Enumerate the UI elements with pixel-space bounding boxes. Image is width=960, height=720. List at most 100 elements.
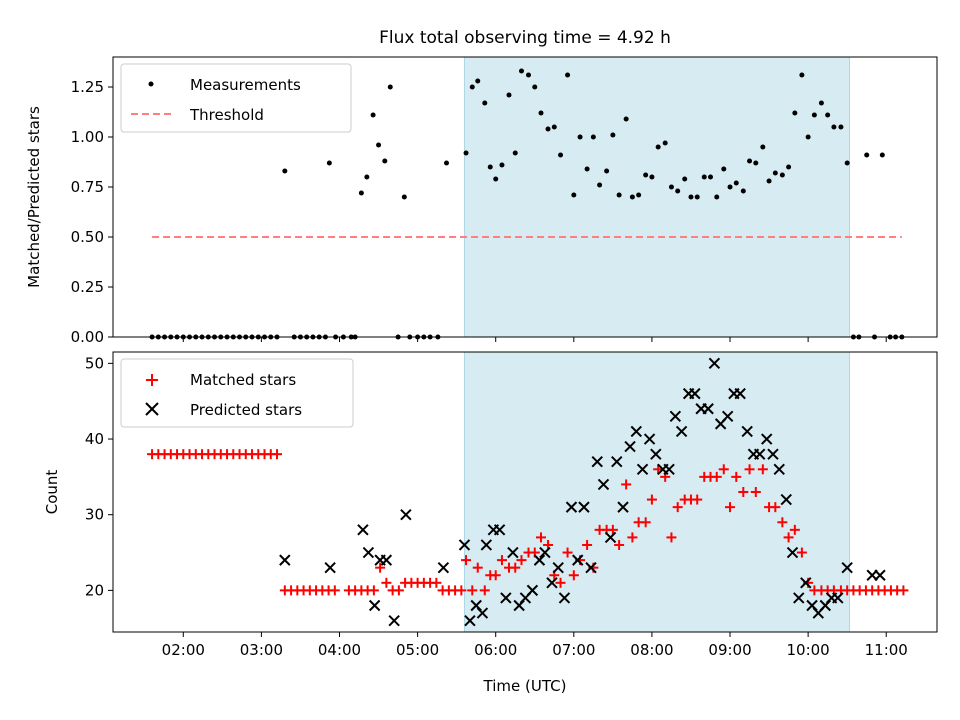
predicted-star-point <box>793 592 805 604</box>
matched-star-point <box>510 562 521 573</box>
matched-star-point <box>582 539 593 550</box>
bottom-y-ticks: 20 30 40 50 <box>85 354 113 599</box>
matched-star-point <box>472 562 483 573</box>
y-tick-label: 1.25 <box>71 78 104 96</box>
measurement-point <box>779 172 785 178</box>
measurement-point <box>526 72 532 78</box>
measurement-point <box>499 162 505 168</box>
measurement-point <box>577 134 583 140</box>
predicted-star-point <box>617 501 629 513</box>
predicted-star-point <box>832 592 844 604</box>
predicted-star-point <box>388 614 400 627</box>
y-tick-label: 0.00 <box>71 328 104 346</box>
measurement-point <box>643 172 649 178</box>
measurement-point <box>818 100 824 106</box>
matched-star-point <box>783 532 794 543</box>
matched-star-point <box>744 464 755 475</box>
matched-star-point <box>692 494 703 505</box>
measurement-point <box>753 160 759 166</box>
y-tick-label: 1.00 <box>71 128 104 146</box>
matched-star-point <box>621 479 632 490</box>
predicted-star-point <box>773 463 785 476</box>
matched-star-point <box>666 532 677 543</box>
bottom-data-marks <box>147 357 909 627</box>
predicted-star-point <box>362 546 375 559</box>
measurement-point <box>387 84 393 90</box>
x-tick-label: 07:00 <box>552 641 595 659</box>
measurement-point <box>740 188 746 194</box>
chart-title: Flux total observing time = 4.92 h <box>379 28 671 48</box>
predicted-star-point <box>500 592 512 604</box>
x-tick-label: 04:00 <box>318 641 361 659</box>
measurement-point <box>584 166 590 172</box>
matched-star-point <box>646 494 657 505</box>
measurement-point <box>370 112 376 118</box>
bottom-plot-frame <box>112 351 938 633</box>
x-tick-label: 11:00 <box>865 641 908 659</box>
predicted-star-point <box>689 387 701 400</box>
bottom-legend-box <box>120 358 354 428</box>
matched-star-point <box>627 532 638 543</box>
matched-star-point <box>368 585 379 596</box>
predicted-star-point <box>675 425 688 438</box>
predicted-star-point <box>753 448 766 460</box>
matched-star-point <box>789 524 800 535</box>
predicted-star-point <box>721 410 734 423</box>
predicted-star-point <box>368 599 381 612</box>
top-data-marks <box>149 68 905 340</box>
x-tick-label: 02:00 <box>162 641 205 659</box>
predicted-star-point <box>604 531 617 544</box>
legend-threshold-label: Threshold <box>189 106 264 124</box>
predicted-star-point <box>780 493 792 506</box>
legend-measurements-marker <box>148 81 154 87</box>
matched-star-point <box>496 555 507 566</box>
y-tick-label: 50 <box>85 354 104 372</box>
matched-star-point <box>750 487 761 497</box>
measurement-point <box>805 134 811 140</box>
measurement-point <box>558 152 564 158</box>
matched-star-point <box>490 570 501 581</box>
measurement-point <box>811 112 817 118</box>
matched-star-point <box>718 464 729 475</box>
matched-star-point <box>479 585 490 596</box>
measurement-point <box>282 168 288 174</box>
matched-star-point <box>607 524 618 535</box>
measurement-point <box>629 194 635 200</box>
matched-star-point <box>672 502 683 513</box>
measurement-point <box>714 194 720 200</box>
predicted-star-point <box>643 433 656 445</box>
measurement-point <box>662 140 668 146</box>
matched-star-point <box>536 532 547 543</box>
predicted-star-point <box>611 456 623 468</box>
x-tick-label: 03:00 <box>240 641 283 659</box>
matched-star-point <box>614 539 625 550</box>
x-tick-label: 06:00 <box>474 641 517 659</box>
x-tick-label: 09:00 <box>708 641 751 659</box>
measurement-point <box>610 132 616 138</box>
measurement-point <box>604 168 610 174</box>
predicted-star-point <box>741 425 753 438</box>
matched-star-point <box>329 585 340 596</box>
predicted-star-point <box>669 410 682 423</box>
measurement-point <box>792 110 798 116</box>
measurement-point <box>382 158 388 164</box>
measurement-point <box>487 164 493 170</box>
y-tick-label: 20 <box>85 581 104 599</box>
matched-star-point <box>725 502 736 513</box>
predicted-star-point <box>761 433 773 445</box>
matched-star-point <box>757 464 768 475</box>
measurement-point <box>675 188 681 194</box>
measurement-point <box>469 84 475 90</box>
matched-star-point <box>738 487 749 497</box>
matched-star-point <box>467 585 478 596</box>
measurement-point <box>623 116 629 122</box>
top-shaded-region <box>463 56 851 338</box>
measurement-point <box>766 178 772 184</box>
top-legend-box <box>120 63 352 133</box>
measurement-point <box>688 194 694 200</box>
predicted-star-point <box>357 524 369 536</box>
measurement-point <box>364 174 370 180</box>
legend-matched-marker <box>146 374 158 386</box>
measurement-point <box>376 142 382 148</box>
matched-star-point <box>272 449 283 460</box>
